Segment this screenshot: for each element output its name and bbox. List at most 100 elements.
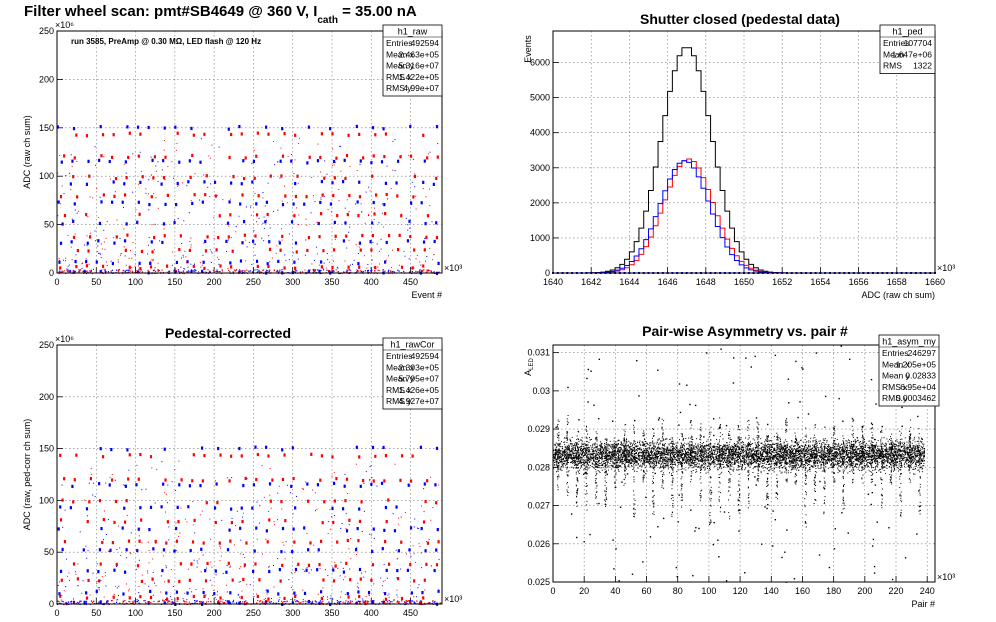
data-point xyxy=(382,599,384,601)
panel-asym: 0 20 40 60 80 100 120 140 160 180 200 220 2400.0250.… xyxy=(523,323,955,609)
data-point xyxy=(420,567,422,569)
data-point xyxy=(668,464,670,466)
data-point xyxy=(807,456,809,458)
data-point xyxy=(654,465,656,467)
data-point xyxy=(121,200,124,204)
data-point xyxy=(175,270,177,272)
data-point xyxy=(116,219,118,221)
data-point xyxy=(424,221,427,226)
data-point xyxy=(910,445,912,447)
data-point xyxy=(62,271,64,273)
data-point xyxy=(385,519,388,524)
data-point xyxy=(311,602,314,604)
data-point xyxy=(155,165,157,167)
data-point xyxy=(415,270,417,273)
data-point xyxy=(303,488,305,490)
data-point xyxy=(398,270,400,272)
data-point xyxy=(253,243,255,245)
data-point xyxy=(630,454,632,456)
data-point xyxy=(171,251,173,253)
data-point xyxy=(195,589,197,591)
data-point xyxy=(861,445,863,447)
data-point xyxy=(556,467,558,469)
data-point xyxy=(334,161,336,163)
data-point xyxy=(109,476,111,478)
data-point xyxy=(359,484,362,488)
y-tick-label: 0.03 xyxy=(532,386,550,396)
data-point xyxy=(342,579,344,581)
data-point xyxy=(791,440,793,442)
data-point xyxy=(324,160,326,162)
data-point xyxy=(748,462,750,464)
data-point xyxy=(887,462,889,464)
data-point xyxy=(292,202,295,206)
data-point xyxy=(299,271,302,273)
data-point xyxy=(418,584,420,586)
data-point xyxy=(320,596,323,601)
data-point xyxy=(343,484,346,488)
data-point xyxy=(732,450,734,452)
data-point xyxy=(667,454,669,456)
data-point xyxy=(271,598,273,600)
data-point xyxy=(302,599,304,601)
data-point xyxy=(626,441,628,443)
data-point xyxy=(784,452,786,454)
data-point xyxy=(215,248,218,252)
data-point xyxy=(574,446,576,448)
y-tick-label: 150 xyxy=(39,123,54,133)
data-point xyxy=(878,450,880,452)
data-point xyxy=(756,451,758,453)
data-point xyxy=(203,453,206,458)
data-point xyxy=(397,549,400,553)
data-point xyxy=(85,600,88,602)
data-point xyxy=(411,181,413,183)
data-point xyxy=(177,217,179,219)
data-point xyxy=(752,472,754,474)
data-point xyxy=(787,455,789,457)
data-point xyxy=(97,216,99,218)
data-point xyxy=(129,250,131,252)
data-point xyxy=(238,124,241,129)
data-point xyxy=(848,441,850,443)
data-point xyxy=(859,441,861,443)
data-point xyxy=(369,533,371,535)
data-point xyxy=(422,596,425,600)
data-point xyxy=(691,457,693,459)
data-point xyxy=(279,177,281,179)
data-point xyxy=(592,463,594,465)
data-point xyxy=(667,446,669,448)
data-point xyxy=(658,453,660,455)
data-point xyxy=(358,270,360,272)
data-point xyxy=(135,568,137,570)
data-point xyxy=(273,269,276,272)
x-tick-label: 1644 xyxy=(619,277,639,287)
data-point xyxy=(187,180,190,184)
data-point xyxy=(172,585,174,587)
y-tick-label: 100 xyxy=(39,495,54,505)
data-point xyxy=(284,254,286,256)
data-point xyxy=(920,454,922,456)
data-points xyxy=(56,124,440,275)
data-point xyxy=(104,271,106,273)
data-point xyxy=(71,159,74,163)
data-point xyxy=(739,446,741,448)
data-point xyxy=(683,449,685,451)
data-point xyxy=(119,237,121,239)
data-point xyxy=(346,271,348,273)
data-point xyxy=(103,603,105,606)
data-point xyxy=(426,271,428,273)
data-point xyxy=(843,445,845,447)
data-point xyxy=(423,488,425,490)
data-point xyxy=(737,459,739,461)
data-point xyxy=(321,193,324,197)
data-point xyxy=(397,600,399,602)
data-point xyxy=(710,462,712,464)
data-point xyxy=(623,455,625,457)
data-point xyxy=(582,450,584,452)
data-point xyxy=(85,602,87,604)
data-point xyxy=(663,451,665,453)
data-point xyxy=(111,155,114,160)
data-point xyxy=(154,223,156,225)
data-point xyxy=(697,443,699,445)
data-point xyxy=(422,270,424,272)
